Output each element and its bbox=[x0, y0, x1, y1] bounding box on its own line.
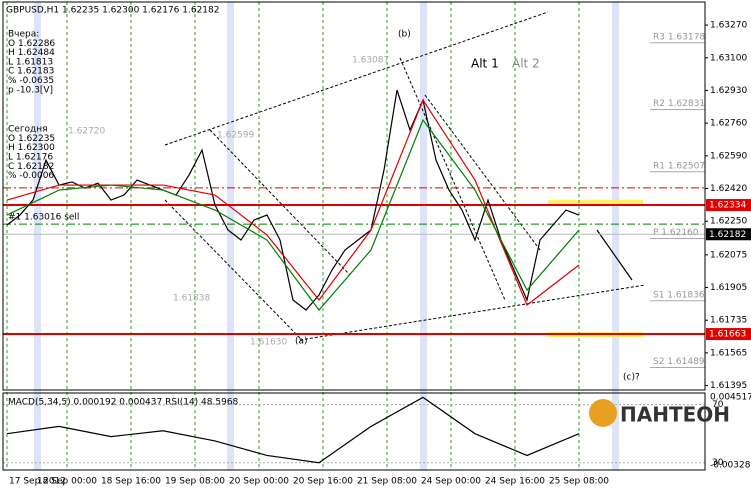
x-tick-label: 24 Sep 00:00 bbox=[421, 477, 481, 487]
session-band bbox=[420, 2, 427, 470]
y-tick-label: 1.62075 bbox=[710, 250, 747, 260]
price-tag bbox=[706, 228, 751, 241]
session-bands bbox=[34, 2, 619, 470]
x-tick-label: 18 Sep 00:00 bbox=[37, 477, 97, 487]
y-tick-label: 1.61395 bbox=[710, 381, 747, 391]
pivot-label: R1 1.62507 bbox=[653, 161, 705, 171]
plot bbox=[3, 42, 705, 464]
y-tick-label: 1.61565 bbox=[710, 348, 747, 358]
price-line bbox=[6, 118, 580, 311]
x-tick-label: 20 Sep 16:00 bbox=[293, 477, 353, 487]
forecast-line bbox=[596, 229, 633, 281]
info-line: % -0.0006 bbox=[8, 171, 54, 181]
grid bbox=[3, 2, 708, 470]
x-tick-label: 18 Sep 16:00 bbox=[101, 477, 161, 487]
price-note: 1.61630 bbox=[250, 338, 287, 348]
info-line: H 1.62300 bbox=[8, 143, 55, 153]
wave-label: (b) bbox=[398, 30, 411, 40]
info-line: p -10.3[V] bbox=[8, 85, 53, 95]
info-line: L 1.61813 bbox=[8, 57, 53, 67]
info-line: O 1.62286 bbox=[8, 39, 55, 49]
info-line: C 1.62182 bbox=[8, 162, 54, 172]
y-tick-label: 1.63100 bbox=[710, 53, 747, 63]
price-tag-label: 1.62182 bbox=[709, 230, 746, 240]
target-zone bbox=[548, 200, 643, 205]
trend-line bbox=[164, 199, 301, 339]
info-line: Сегодня bbox=[8, 125, 48, 135]
indicator-top: 0.004517 bbox=[710, 393, 751, 403]
y-tick-label: 1.62250 bbox=[710, 217, 747, 227]
indicator-tick-label: 70 bbox=[712, 400, 724, 410]
y-tick-label: 1.62930 bbox=[710, 86, 747, 96]
trend-line bbox=[399, 57, 506, 301]
indicator-tick-label: 30 bbox=[712, 458, 724, 468]
session-band bbox=[612, 2, 619, 470]
x-tick-label: 21 Sep 08:00 bbox=[357, 477, 417, 487]
price-note: 1.62720 bbox=[68, 127, 105, 137]
session-band bbox=[34, 2, 41, 470]
price-line bbox=[6, 396, 580, 464]
pivot-label: R2 1.62831 bbox=[653, 99, 705, 109]
x-tick-label: 17 Sep 2012 bbox=[9, 477, 66, 487]
trend-line bbox=[209, 129, 351, 276]
x-tick-label: 19 Sep 08:00 bbox=[165, 477, 225, 487]
pivot-label: S1 1.61836 bbox=[653, 290, 705, 300]
logo: ПАНТЕОН bbox=[589, 399, 730, 427]
price-note: 1.63087 bbox=[352, 56, 389, 66]
pivot-label: P 1.62160 bbox=[653, 228, 699, 238]
info-line: O 1.62235 bbox=[8, 134, 55, 144]
info-line: C 1.62183 bbox=[8, 67, 54, 77]
wave-label: (a) bbox=[295, 337, 308, 347]
price-tag-label: 1.61663 bbox=[709, 330, 746, 340]
x-tick-label: 20 Sep 00:00 bbox=[229, 477, 289, 487]
price-tag bbox=[706, 199, 751, 212]
wave-label: (c)? bbox=[623, 373, 640, 383]
info-line: Вчера: bbox=[8, 30, 39, 40]
x-tick-label: 24 Sep 16:00 bbox=[485, 477, 545, 487]
alt-label: Alt 1 bbox=[471, 57, 499, 71]
trend-line bbox=[299, 284, 646, 341]
pivot-label: R3 1.63178 bbox=[653, 32, 705, 42]
price-note: 1.62599 bbox=[217, 131, 254, 141]
info-line: % -0.0635 bbox=[8, 76, 54, 86]
logo-icon bbox=[589, 399, 617, 427]
y-tick-label: 1.62760 bbox=[710, 119, 747, 129]
y-tick-label: 1.63270 bbox=[710, 21, 747, 31]
indicator-bottom: -0.00328 bbox=[710, 461, 751, 471]
trend-line bbox=[164, 11, 549, 146]
indicator-frame bbox=[2, 392, 706, 471]
price-note: 1.61838 bbox=[173, 294, 210, 304]
price-line bbox=[6, 89, 580, 311]
logo-text: ПАНТЕОН bbox=[620, 403, 730, 427]
x-tick-label: 25 Sep 08:00 bbox=[549, 477, 609, 487]
alt-label: Alt 2 bbox=[512, 57, 540, 71]
pivot-label: S2 1.61489 bbox=[653, 357, 705, 367]
price-line bbox=[6, 98, 580, 306]
session-band bbox=[227, 2, 234, 470]
y-tick-label: 1.61905 bbox=[710, 283, 747, 293]
order-label: #1 1.63016 sell bbox=[8, 213, 79, 223]
price-tag bbox=[706, 328, 751, 341]
info-line: L 1.62176 bbox=[8, 153, 53, 163]
header: GBPUSD,H1 1.62235 1.62300 1.62176 1.6218… bbox=[6, 6, 219, 16]
y-tick-label: 1.62420 bbox=[710, 184, 747, 194]
y-tick-label: 1.61735 bbox=[710, 316, 747, 326]
indicator-label: MACD(5,34,5) 0.000192 0.000437 RSI(14) 4… bbox=[8, 398, 239, 408]
price-tag-label: 1.62334 bbox=[709, 201, 746, 211]
info-line: H 1.62484 bbox=[8, 48, 55, 58]
y-tick-label: 1.62590 bbox=[710, 151, 747, 161]
main-frame bbox=[2, 1, 706, 391]
